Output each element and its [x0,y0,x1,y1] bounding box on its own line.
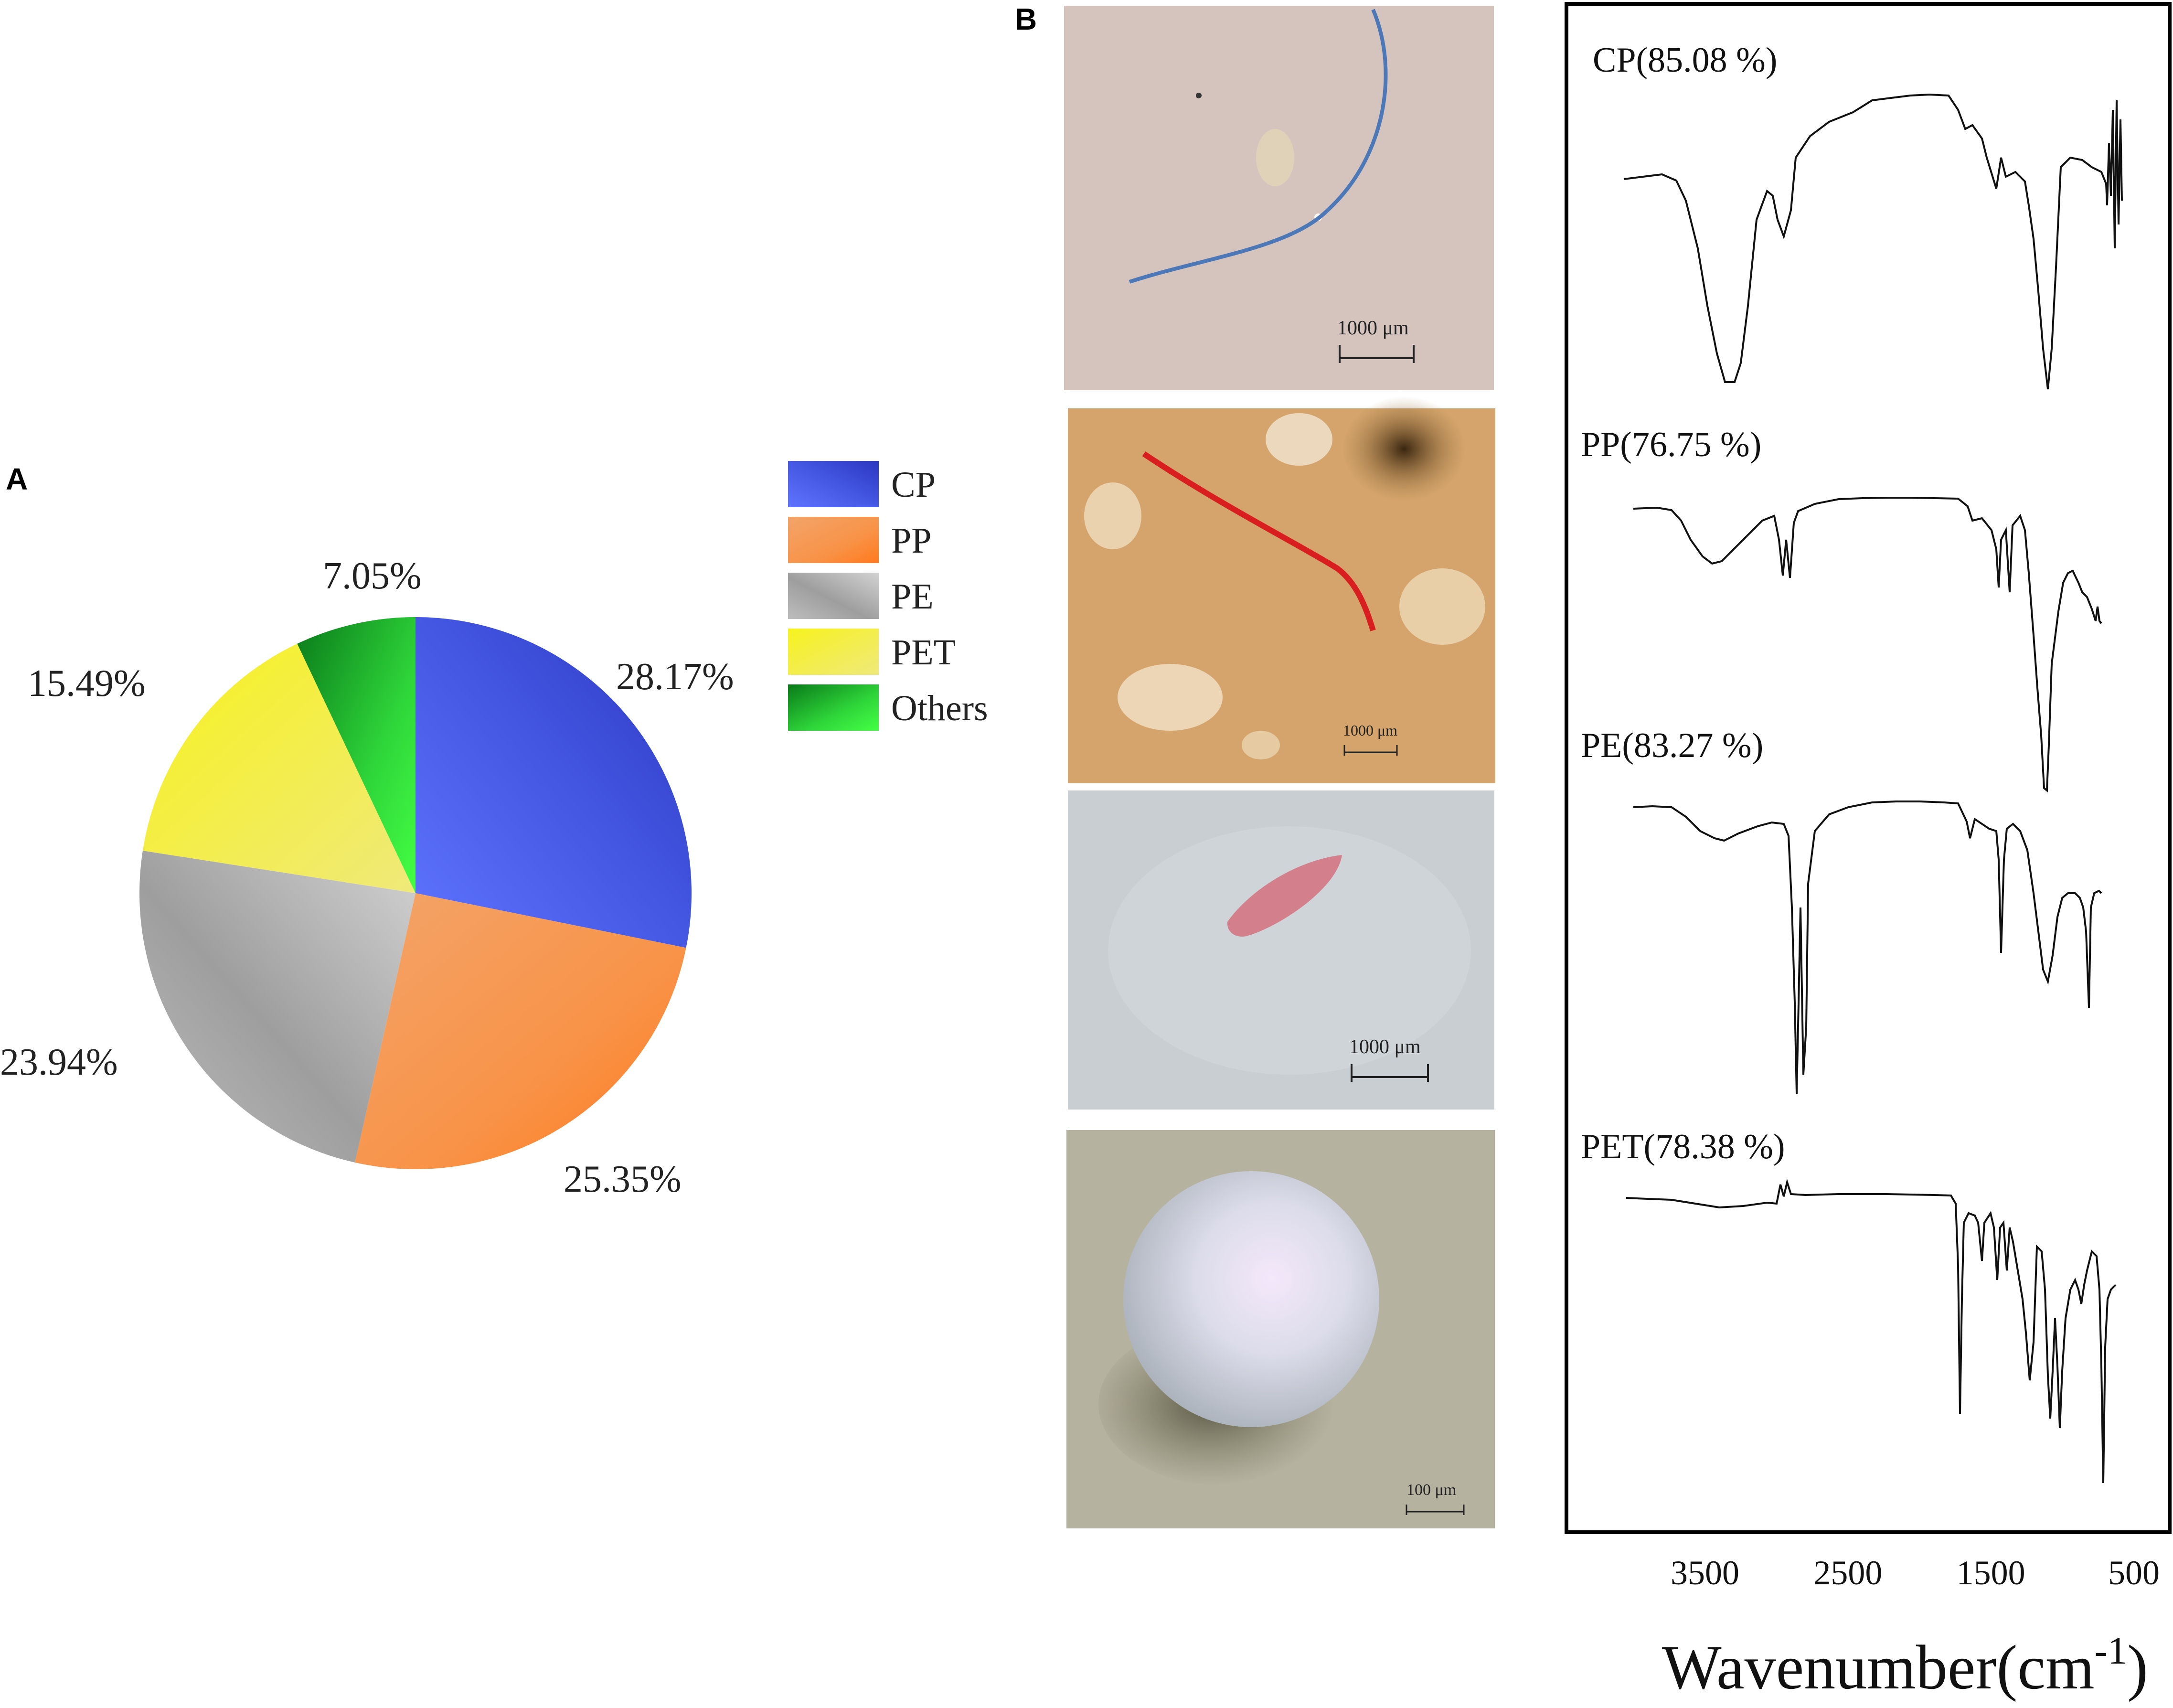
micrograph-pet: 100 μm [1066,1130,1495,1528]
pie-slice-others [297,617,415,893]
pie-label-pet: 15.49% [28,662,146,705]
spectrum-label-pp: PP(76.75 %) [1581,425,1761,464]
x-axis-title-close: ) [2127,1632,2148,1702]
x-tick-label-2500: 2500 [1813,1554,1882,1592]
legend-swatch-cp [788,461,879,507]
x-axis-title-superscript: -1 [2095,1629,2127,1672]
scale-label-pe: 1000 μm [1349,1036,1421,1058]
pie-slice-pp [355,893,686,1169]
legend-swatch-others [788,684,879,731]
pie-label-pp: 25.35% [564,1158,682,1200]
scale-label-pp: 1000 μm [1343,722,1397,739]
spectrum-line-pe [1633,801,2102,1094]
legend-swatch-pe [788,573,879,619]
legend-label-pp: PP [891,521,932,561]
scale-label-cp: 1000 μm [1337,317,1409,339]
pie-slice-pet [142,643,415,893]
pie-label-others: 7.05% [323,555,422,597]
spectrum-line-cp [1623,93,2123,390]
scale-label-pet: 100 μm [1406,1481,1456,1499]
pie-slice-pe [139,851,416,1163]
spectrum-line-pet [1626,1178,2117,1484]
legend-swatch-pet [788,629,879,675]
legend-swatch-pp [788,517,879,563]
spectra-x-axis: 3500 2500 1500 500 [1671,1554,2160,1592]
pie-label-cp: 28.17% [616,656,734,698]
legend-label-cp: CP [891,465,936,505]
x-axis-title: Wavenumber(cm-1) [1662,1629,2148,1702]
x-axis-title-main: Wavenumber(cm [1662,1632,2095,1702]
spectrum-label-pe: PE(83.27 %) [1581,726,1763,765]
pie-label-pe: 23.94% [0,1041,118,1083]
panel-label-a: A [6,462,28,496]
micrograph-cp: 1000 μm [1064,6,1494,390]
x-tick-label-1500: 1500 [1957,1554,2025,1592]
legend-label-pe: PE [891,576,934,617]
pink-fragment [1227,855,1342,937]
red-fiber [1142,451,1376,631]
spectrum-label-cp: CP(85.08 %) [1593,41,1777,80]
legend-label-others: Others [891,688,988,728]
pie-chart [139,617,692,1169]
x-tick-label-3500: 3500 [1671,1554,1739,1592]
spectrum-line-pp [1633,497,2102,793]
x-tick-label-500: 500 [2108,1554,2160,1592]
micrograph-pp: 1000 μm [1068,396,1495,783]
spectra-frame [1565,2,2172,1534]
pie-labels: 28.17% 25.35% 23.94% 15.49% 7.05% [0,555,734,1200]
pie-legend: CP PP PE PET Others [788,461,988,731]
panel-label-b: B [1015,2,1037,36]
blue-fiber [1129,9,1388,284]
spectrum-label-pet: PET(78.38 %) [1581,1127,1785,1166]
micrograph-pe: 1000 μm [1068,790,1494,1110]
white-bead [1123,1171,1379,1427]
pie-slice-cp [415,617,692,948]
legend-label-pet: PET [891,632,956,673]
